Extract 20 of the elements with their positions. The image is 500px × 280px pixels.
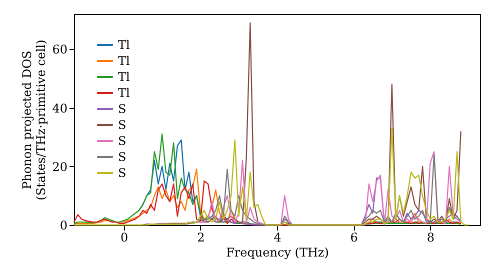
- y-tick-label: 20: [52, 160, 68, 174]
- x-tick-label: 2: [197, 230, 205, 244]
- x-tick-label: 0: [120, 230, 128, 244]
- y-tick-label: 0: [60, 218, 68, 232]
- legend-label: Tl: [118, 38, 130, 52]
- legend-label: Tl: [118, 70, 130, 84]
- legend-label: Tl: [118, 86, 130, 100]
- legend-label: S: [118, 166, 126, 180]
- y-tick-label: 40: [52, 101, 68, 116]
- legend-label: S: [118, 102, 126, 116]
- legend-label: S: [118, 150, 126, 164]
- legend-label: Tl: [118, 54, 130, 68]
- x-tick-label: 4: [274, 230, 282, 244]
- x-tick-label: 8: [426, 230, 435, 244]
- x-tick-label: 6: [350, 230, 358, 244]
- legend-label: S: [118, 118, 126, 132]
- x-axis-title: Frequency (THz): [226, 246, 329, 260]
- legend-label: S: [118, 134, 126, 148]
- y-tick-label: 60: [52, 42, 68, 57]
- y-axis-title: Phonon projected DOS (States/THz·primitive cell): [20, 40, 48, 200]
